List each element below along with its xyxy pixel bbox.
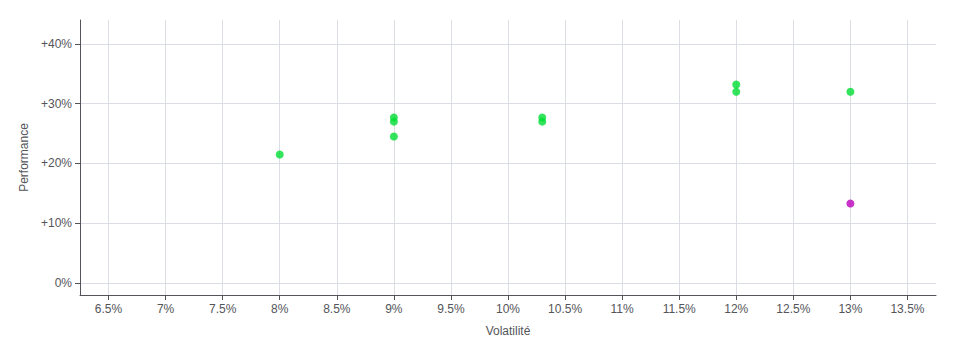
svg-text:10.5%: 10.5% <box>548 302 582 316</box>
svg-text:+10%: +10% <box>41 216 72 230</box>
svg-text:0%: 0% <box>55 276 73 290</box>
svg-text:13.5%: 13.5% <box>890 302 924 316</box>
svg-text:+20%: +20% <box>41 156 72 170</box>
svg-text:+30%: +30% <box>41 97 72 111</box>
svg-text:6.5%: 6.5% <box>95 302 123 316</box>
svg-text:13%: 13% <box>838 302 862 316</box>
svg-text:Performance: Performance <box>17 123 31 192</box>
svg-text:+40%: +40% <box>41 37 72 51</box>
svg-text:12%: 12% <box>724 302 748 316</box>
svg-text:7%: 7% <box>157 302 175 316</box>
svg-text:9%: 9% <box>385 302 403 316</box>
svg-text:10%: 10% <box>496 302 520 316</box>
svg-text:12.5%: 12.5% <box>776 302 810 316</box>
svg-text:7.5%: 7.5% <box>209 302 237 316</box>
svg-text:Volatilité: Volatilité <box>486 324 531 338</box>
svg-text:11.5%: 11.5% <box>663 302 696 316</box>
svg-text:8%: 8% <box>271 302 289 316</box>
svg-text:9.5%: 9.5% <box>437 302 465 316</box>
svg-text:11%: 11% <box>611 302 634 316</box>
svg-text:8.5%: 8.5% <box>323 302 351 316</box>
